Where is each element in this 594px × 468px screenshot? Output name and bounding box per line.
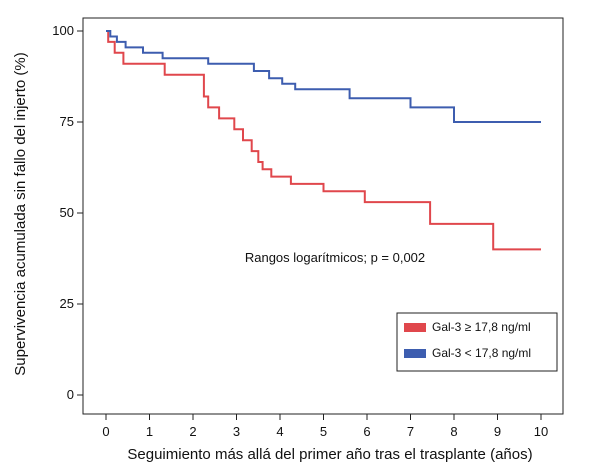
x-tick-label: 6 — [363, 424, 370, 439]
x-tick-label: 2 — [189, 424, 196, 439]
x-tick-label: 9 — [494, 424, 501, 439]
y-axis-label: Supervivencia acumulada sin fallo del in… — [12, 52, 29, 376]
x-tick-label: 0 — [102, 424, 109, 439]
x-tick-label: 10 — [534, 424, 548, 439]
x-axis-label: Seguimiento más allá del primer año tras… — [127, 446, 532, 463]
series-line-1 — [106, 30, 541, 123]
y-tick-label: 25 — [60, 296, 74, 311]
x-tick-label: 5 — [320, 424, 327, 439]
legend-swatch-1 — [404, 349, 426, 358]
axes: 0 25 50 75 100 0 1 2 3 4 5 6 7 8 9 10 — [52, 17, 564, 439]
y-tick-label: 75 — [60, 114, 74, 129]
series-layer — [106, 30, 541, 251]
legend-swatch-0 — [404, 323, 426, 332]
x-tick-label: 4 — [276, 424, 283, 439]
legend-label-1: Gal-3 < 17,8 ng/ml — [432, 346, 531, 360]
x-tick-label: 8 — [450, 424, 457, 439]
x-tick-label: 1 — [146, 424, 153, 439]
x-tick-label: 7 — [407, 424, 414, 439]
legend-label-0: Gal-3 ≥ 17,8 ng/ml — [432, 320, 531, 334]
series-line-0 — [106, 30, 541, 251]
y-tick-label: 100 — [52, 23, 74, 38]
y-tick-label: 50 — [60, 205, 74, 220]
x-tick-label: 3 — [233, 424, 240, 439]
y-tick-label: 0 — [67, 387, 74, 402]
logrank-annotation: Rangos logarítmicos; p = 0,002 — [245, 250, 425, 265]
legend: Gal-3 ≥ 17,8 ng/ml Gal-3 < 17,8 ng/ml — [396, 312, 558, 372]
legend-box — [396, 312, 558, 372]
